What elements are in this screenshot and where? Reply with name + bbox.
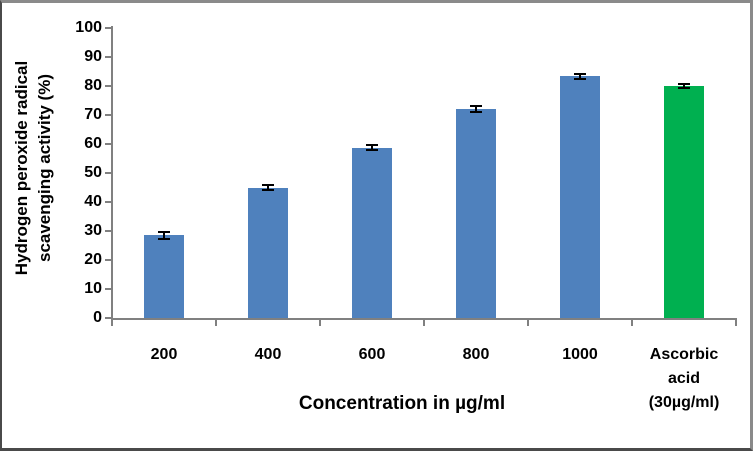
x-tick-label: 600 xyxy=(358,346,386,363)
error-bar-cap-bottom xyxy=(262,189,274,192)
y-tick xyxy=(105,317,112,319)
bar-200 xyxy=(144,235,184,318)
y-axis-line xyxy=(111,26,113,325)
x-tick xyxy=(423,320,425,326)
error-bar-cap-bottom xyxy=(470,111,482,114)
error-bar-line xyxy=(163,231,165,239)
x-tick xyxy=(111,320,113,326)
error-bar-line xyxy=(579,74,581,79)
y-tick-label: 0 xyxy=(93,309,102,326)
x-axis-line xyxy=(111,318,737,320)
y-axis-title-line1: Hydrogen peroxide radical xyxy=(12,60,31,276)
bar-600 xyxy=(352,147,392,318)
y-tick xyxy=(105,259,112,261)
x-tick xyxy=(735,320,737,326)
y-tick xyxy=(105,172,112,174)
error-bar-cap-top xyxy=(574,73,586,76)
x-axis-title: Concentration in µg/ml xyxy=(298,393,506,414)
y-tick xyxy=(105,56,112,58)
error-bar-cap-top xyxy=(366,144,378,147)
bar-800 xyxy=(456,109,496,318)
error-bar-cap-bottom xyxy=(574,77,586,80)
y-tick-label: 40 xyxy=(84,193,102,210)
y-tick xyxy=(105,143,112,145)
error-bar-cap-top xyxy=(262,183,274,186)
y-tick xyxy=(105,288,112,290)
y-tick-label: 70 xyxy=(84,106,102,123)
y-tick-label: 90 xyxy=(84,48,102,65)
x-tick-label: 200 xyxy=(150,346,178,363)
x-tick xyxy=(215,320,217,326)
x-tick-label: 800 xyxy=(462,346,490,363)
y-tick-label: 20 xyxy=(84,251,102,268)
x-tick xyxy=(631,320,633,326)
bar-1000 xyxy=(560,76,600,318)
error-bar-line xyxy=(683,83,685,89)
x-tick-label: Ascorbic acid (30µg/ml) xyxy=(648,346,720,411)
error-bar-cap-bottom xyxy=(158,237,170,240)
y-axis-title: Hydrogen peroxide radical scavenging act… xyxy=(10,3,58,338)
y-tick-label: 80 xyxy=(84,77,102,94)
error-bar-cap-top xyxy=(158,230,170,233)
y-tick-label: 50 xyxy=(84,164,102,181)
y-tick xyxy=(105,230,112,232)
error-bar-cap-bottom xyxy=(678,87,690,90)
y-axis-title-line2: scavenging activity (%) xyxy=(35,74,54,263)
error-bar-line xyxy=(371,145,373,151)
y-tick xyxy=(105,85,112,87)
y-tick xyxy=(105,201,112,203)
bar-Ascorbic xyxy=(664,86,704,318)
bar-400 xyxy=(248,187,288,318)
error-bar-cap-top xyxy=(470,105,482,108)
error-bar-cap-bottom xyxy=(366,149,378,152)
error-bar-line xyxy=(267,184,269,191)
x-tick xyxy=(319,320,321,326)
x-tick xyxy=(527,320,529,326)
error-bar-line xyxy=(475,106,477,113)
x-tick-label: 400 xyxy=(254,346,282,363)
y-tick-label: 60 xyxy=(84,135,102,152)
x-tick-label: 1000 xyxy=(562,346,598,363)
error-bar-cap-top xyxy=(678,82,690,85)
y-tick xyxy=(105,114,112,116)
y-tick-label: 30 xyxy=(84,222,102,239)
y-tick-label: 10 xyxy=(84,280,102,297)
y-tick-label: 100 xyxy=(75,19,102,36)
y-tick xyxy=(105,27,112,29)
